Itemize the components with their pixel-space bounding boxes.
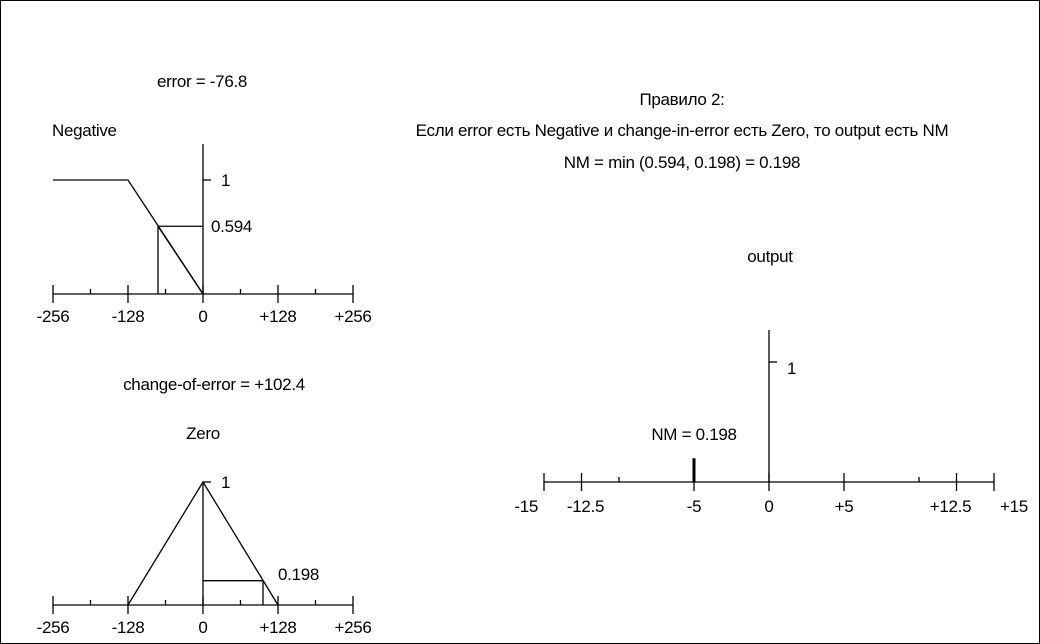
change-chart: change-of-error = +102.4 Zero 1 -256 -128 0… (37, 375, 372, 637)
error-set-label: Negative (52, 121, 117, 140)
rule-title: Правило 2: (639, 90, 724, 109)
output-x-tick-label: +15 (1000, 497, 1028, 516)
change-x-tick-label: +256 (334, 618, 371, 637)
output-x-tick-label: -12.5 (567, 497, 604, 516)
output-x-tick-label: +12.5 (930, 497, 972, 516)
rule-formula: NM = min (0.594, 0.198) = 0.198 (564, 153, 800, 172)
change-x-tick-label: +128 (259, 618, 296, 637)
error-chart: error = -76.8 Negative 1 -256 -128 0 +128 +25… (37, 72, 372, 326)
change-y-unit-label: 1 (221, 473, 230, 492)
output-x-tick-label: 0 (764, 497, 773, 516)
error-x-tick-label: +128 (259, 307, 296, 326)
change-membership-label: 0.198 (278, 565, 319, 584)
error-x-tick-label: -256 (37, 307, 70, 326)
change-set-label: Zero (186, 424, 220, 443)
change-x-tick-label: -256 (37, 618, 70, 637)
error-y-unit-label: 1 (221, 171, 230, 190)
change-chart-title: change-of-error = +102.4 (123, 375, 305, 394)
output-x-tick-label: -5 (687, 497, 702, 516)
error-x-tick-label: -128 (112, 307, 145, 326)
error-x-tick-label: +256 (334, 307, 371, 326)
output-x-tick-label: -15 (514, 497, 538, 516)
output-y-unit-label: 1 (787, 359, 796, 378)
error-membership-label: 0.594 (211, 217, 252, 236)
change-x-tick-label: -128 (112, 618, 145, 637)
output-x-tick-label: +5 (835, 497, 854, 516)
output-chart: output 1 -15 -12.5 -5 0 +5 +12.5 +15 NM = 0.198 (514, 247, 1028, 516)
error-x-tick-label: 0 (198, 307, 207, 326)
error-chart-title: error = -76.8 (157, 72, 247, 91)
change-membership-curve (127, 480, 279, 606)
error-diagonal-line (157, 225, 204, 295)
output-nm-label: NM = 0.198 (651, 425, 736, 444)
output-chart-title: output (747, 247, 793, 266)
rule-text: Если error есть Negative и change-in-err… (416, 121, 949, 140)
change-x-tick-label: 0 (198, 618, 207, 637)
